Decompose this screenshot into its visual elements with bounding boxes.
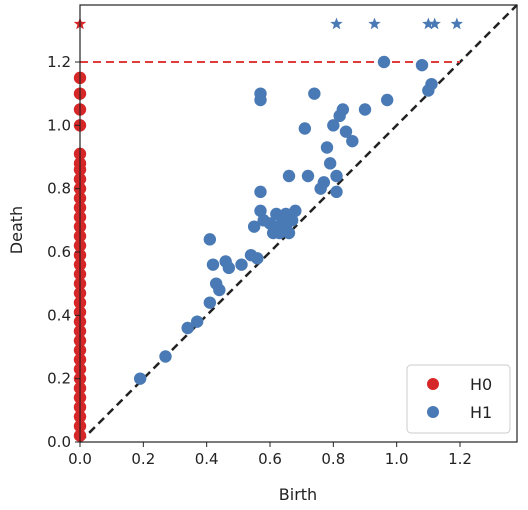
h1-point xyxy=(206,258,220,271)
legend-h0-marker xyxy=(427,378,439,390)
h1-infinite-point xyxy=(450,17,464,30)
h1-point xyxy=(317,176,331,189)
y-tick-label: 1.0 xyxy=(47,116,71,134)
h1-point xyxy=(213,283,226,297)
h1-point xyxy=(358,103,372,116)
h1-point xyxy=(298,122,312,135)
h1-point xyxy=(247,220,261,233)
h1-point xyxy=(181,321,194,335)
legend: H0 H1 xyxy=(406,364,511,434)
x-tick-label: 0.2 xyxy=(131,450,155,468)
h1-point xyxy=(159,350,172,363)
x-tick-label: 0.8 xyxy=(321,450,345,468)
x-axis-label: Birth xyxy=(279,485,317,504)
h1-point xyxy=(301,169,315,183)
h1-point xyxy=(282,226,296,240)
h1-point xyxy=(254,185,267,199)
h1-point xyxy=(308,87,321,100)
h1-point xyxy=(339,125,353,138)
y-tick-label: 0.0 xyxy=(47,433,71,451)
y-tick-label: 1.2 xyxy=(47,53,71,71)
h1-point xyxy=(235,258,248,271)
h1-point xyxy=(251,252,264,265)
h1-point xyxy=(254,87,267,100)
ticks-layer: 0.0 0.2 0.4 0.6 0.8 1.0 1.2 0.0 0.2 0.4 0.6 0.8 1.0 1… xyxy=(47,53,472,468)
h1-point xyxy=(282,169,296,183)
h1-point xyxy=(222,261,236,275)
legend-box xyxy=(406,364,511,434)
h1-point xyxy=(289,204,302,218)
x-tick-label: 0.6 xyxy=(258,450,282,468)
h1-point xyxy=(323,157,337,170)
x-tick-label: 0.4 xyxy=(195,450,219,468)
x-tick-label: 1.0 xyxy=(385,450,409,468)
h1-point xyxy=(203,233,217,246)
h1-point xyxy=(190,315,204,328)
h1-point xyxy=(377,55,391,69)
y-axis-label: Death xyxy=(7,206,26,254)
y-tick-label: 0.8 xyxy=(47,180,71,198)
h1-point xyxy=(425,77,438,91)
h1-point xyxy=(133,372,147,385)
h1-infinite-point xyxy=(330,17,343,30)
h1-point xyxy=(330,185,343,199)
y-tick-label: 0.6 xyxy=(47,243,71,261)
h1-infinite-point xyxy=(422,17,435,30)
h1-infinite-point xyxy=(368,17,381,30)
h1-point xyxy=(330,169,343,183)
y-tick-label: 0.4 xyxy=(47,306,71,324)
y-tick-label: 0.2 xyxy=(47,370,71,388)
h1-point xyxy=(254,204,267,218)
h1-infinite-point xyxy=(428,17,441,30)
h1-point xyxy=(327,119,340,132)
h1-point xyxy=(415,58,429,72)
h1-point xyxy=(320,141,334,154)
x-tick-label: 0.0 xyxy=(68,450,92,468)
h1-point xyxy=(380,93,394,107)
legend-h1-label: H1 xyxy=(470,403,492,422)
plot-frame xyxy=(79,4,518,443)
legend-h1-marker xyxy=(427,406,439,418)
h1-point xyxy=(203,296,217,309)
h1-point xyxy=(285,214,299,227)
x-tick-label: 1.2 xyxy=(448,450,472,468)
h1-point xyxy=(346,134,359,148)
legend-h0-label: H0 xyxy=(470,375,492,394)
h1-point xyxy=(336,103,350,116)
